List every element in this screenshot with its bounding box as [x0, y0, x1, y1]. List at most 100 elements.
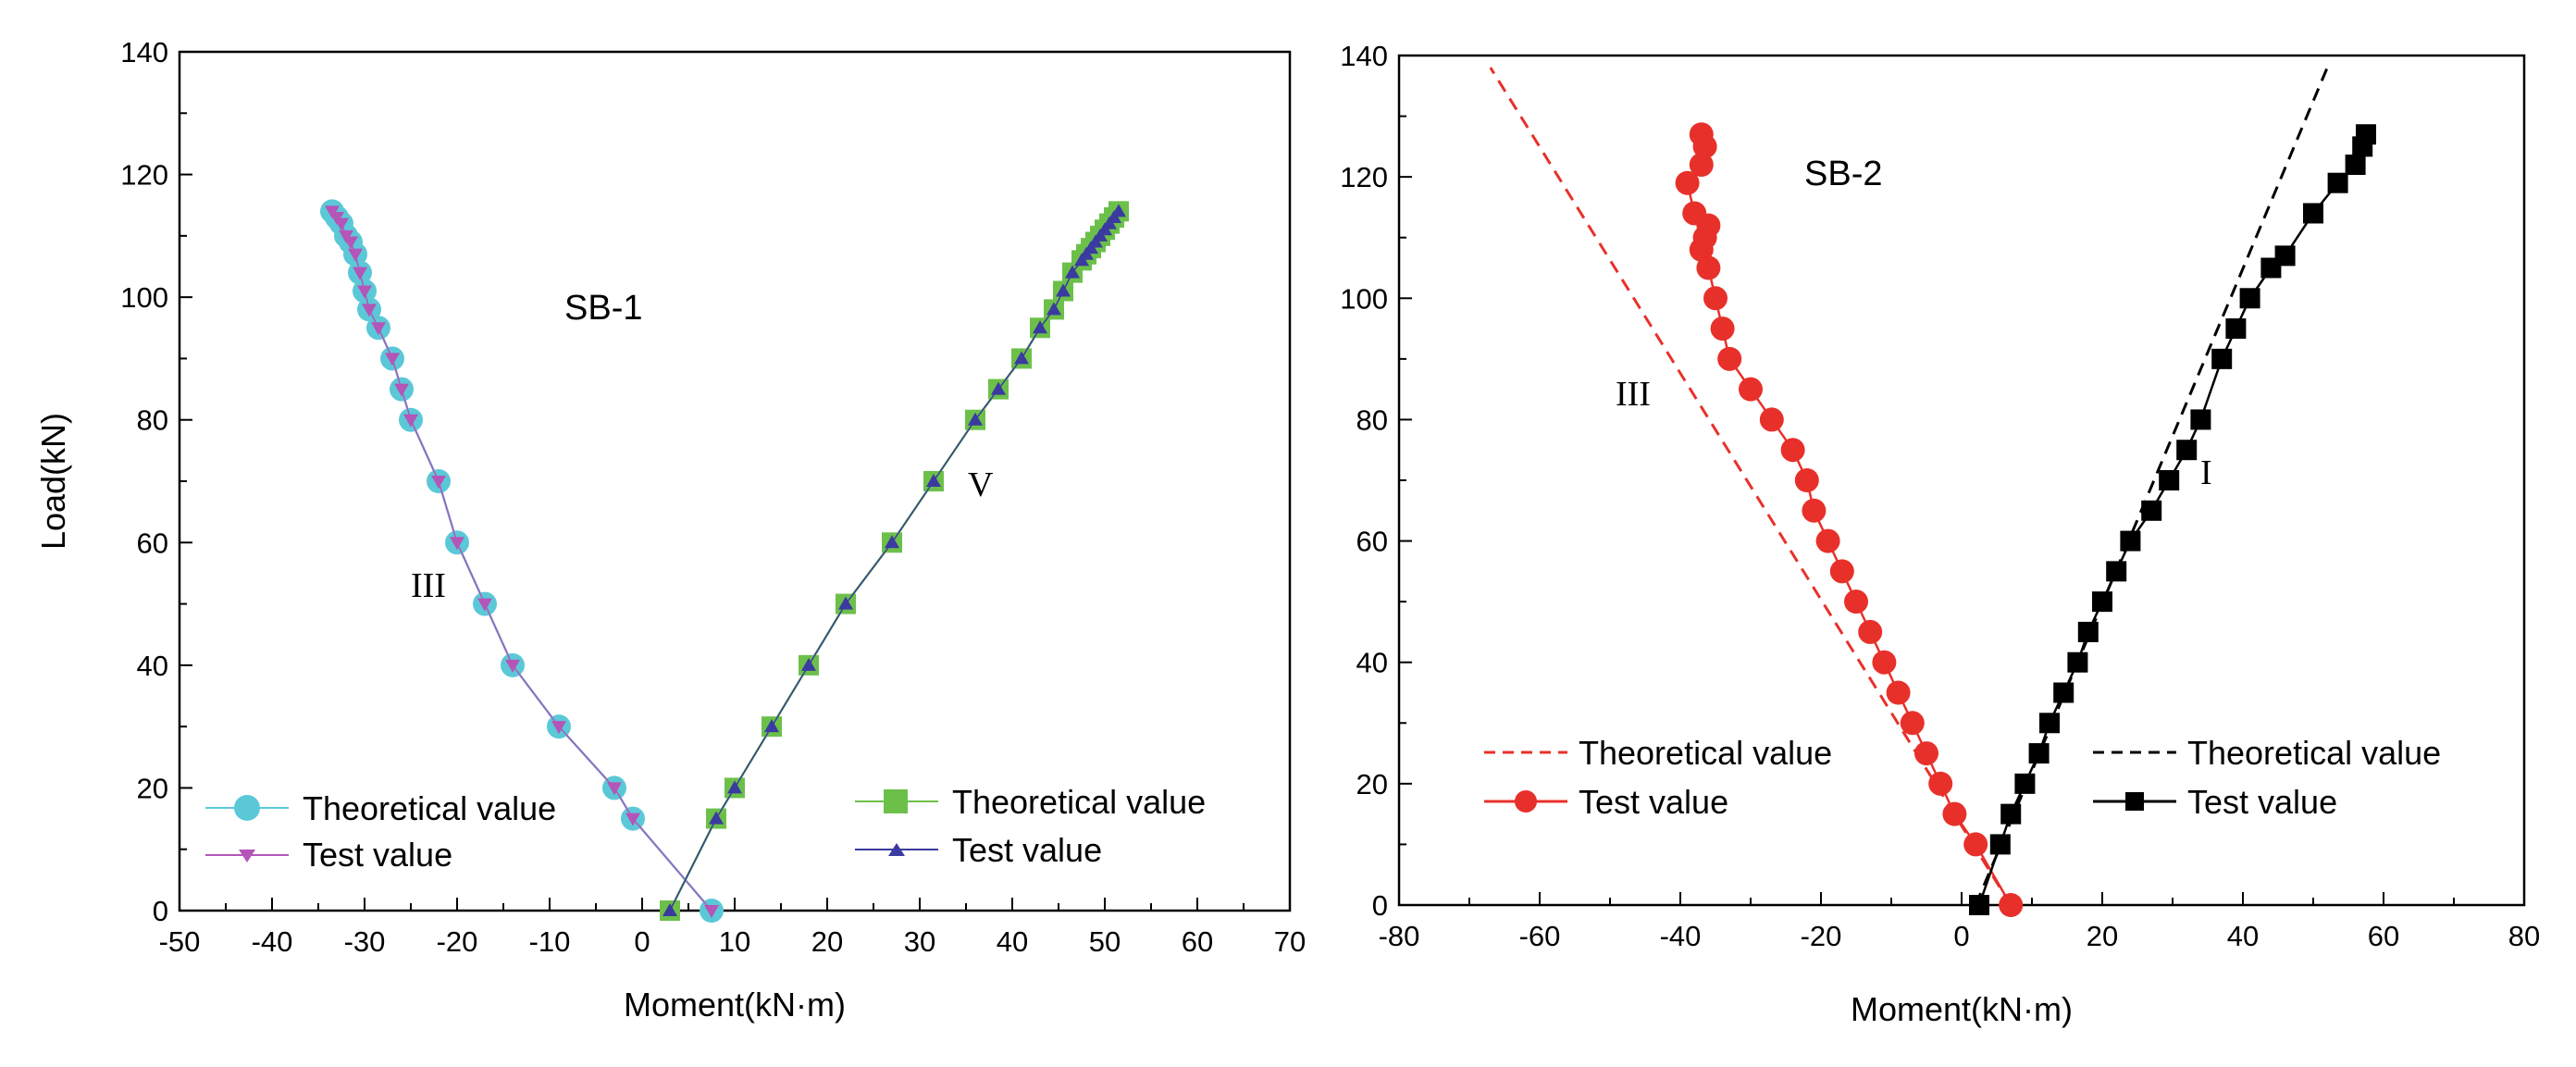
- y-tick-label: 20: [1356, 768, 1388, 800]
- chart-panel-sb1: SB-1 Moment(kN·m) Load(kN) -50 -40 -30 -20 -…: [34, 36, 1306, 1024]
- y-tick-label: 60: [137, 527, 168, 559]
- data-point: [348, 248, 363, 262]
- data-point: [2345, 155, 2366, 176]
- data-point: [704, 905, 719, 918]
- data-point: [1928, 771, 1953, 796]
- legend-label: Test value: [303, 836, 452, 874]
- data-point: [1886, 680, 1911, 705]
- series-III-test-value: [325, 205, 719, 918]
- x-tick-label: 60: [2368, 920, 2399, 952]
- data-point: [2141, 500, 2162, 521]
- data-point: [2067, 651, 2088, 673]
- x-tick-label: -20: [1801, 920, 1842, 952]
- legend-item: Theoretical value: [2093, 734, 2441, 772]
- series-line: [1489, 67, 2012, 906]
- data-point: [362, 304, 377, 317]
- series-III-theoretical-value: [1489, 67, 2012, 906]
- data-point: [2239, 288, 2260, 309]
- legend-item: Theoretical value: [855, 783, 1206, 821]
- x-tick-label: -10: [529, 925, 571, 958]
- data-point: [2159, 470, 2180, 490]
- data-point: [1900, 711, 1925, 736]
- data-point: [371, 322, 386, 336]
- data-point: [2106, 561, 2127, 582]
- data-point: [2303, 203, 2323, 224]
- data-point: [2000, 803, 2022, 825]
- data-point: [1942, 801, 1967, 826]
- legend-marker: [234, 795, 260, 821]
- x-tick-label: 20: [811, 925, 843, 958]
- data-point: [607, 782, 622, 796]
- data-point: [1759, 407, 1784, 432]
- data-point: [1703, 286, 1728, 311]
- legend-label: Theoretical value: [1579, 734, 1832, 772]
- x-tick-label: 0: [1953, 920, 1969, 952]
- legend-label: Theoretical value: [952, 783, 1206, 821]
- data-point: [394, 383, 409, 397]
- legend-label: Theoretical value: [2187, 734, 2441, 772]
- data-point: [1696, 255, 1721, 280]
- label-i: I: [2200, 453, 2212, 492]
- y-tick-label: 100: [120, 281, 168, 314]
- data-point: [1815, 528, 1840, 553]
- y-tick-label: 120: [120, 159, 168, 192]
- chart-panel-sb2: SB-2 Moment(kN·m) -80 -60 -40 -20 0 20 40 60 80 0…: [1340, 40, 2540, 1028]
- data-point: [1969, 895, 1989, 915]
- legend-label: Test value: [1579, 783, 1728, 821]
- data-point: [551, 721, 566, 735]
- data-point: [991, 381, 1006, 395]
- data-point: [1689, 153, 1714, 178]
- x-tick-label: -40: [252, 925, 293, 958]
- x-tick-label: 10: [719, 925, 750, 958]
- data-point: [353, 267, 367, 280]
- data-point: [1963, 832, 1988, 857]
- x-tick-label: 60: [1182, 925, 1213, 958]
- y-tick-label: 100: [1340, 282, 1388, 315]
- y-tick-label: 40: [1356, 647, 1388, 679]
- series-V-test-value: [663, 204, 1126, 916]
- data-point: [1858, 619, 1883, 644]
- legend-marker: [2125, 792, 2144, 811]
- data-point: [1710, 316, 1735, 341]
- data-point: [403, 414, 418, 428]
- y-tick-label: 140: [120, 36, 168, 68]
- y-tick-label: 60: [1356, 526, 1388, 558]
- y-tick-label: 80: [137, 404, 168, 437]
- x-axis-title: Moment(kN·m): [1851, 990, 2073, 1028]
- plot-frame: [1397, 54, 2526, 907]
- legend-item: Test value: [855, 831, 1102, 869]
- legend-item: Theoretical value: [205, 789, 556, 827]
- x-tick-label: 70: [1274, 925, 1306, 958]
- legend-marker: [1515, 790, 1537, 813]
- label-iii: III: [411, 566, 446, 605]
- data-point: [1794, 468, 1819, 492]
- data-point: [1065, 265, 1080, 279]
- data-point: [709, 811, 724, 825]
- label-iii: III: [1616, 375, 1651, 414]
- y-tick-label: 140: [1340, 40, 1388, 72]
- data-point: [968, 412, 983, 426]
- data-point: [885, 535, 899, 549]
- data-point: [1046, 302, 1061, 316]
- data-point: [764, 719, 779, 733]
- x-tick-label: -30: [344, 925, 386, 958]
- label-v: V: [968, 465, 994, 504]
- legend-item: Test value: [1484, 783, 1728, 821]
- data-point: [1844, 589, 1868, 614]
- data-point: [325, 205, 340, 219]
- data-point: [2225, 318, 2247, 340]
- data-point: [1829, 559, 1854, 584]
- data-point: [1033, 320, 1047, 334]
- x-tick-label: 50: [1089, 925, 1121, 958]
- data-point: [450, 537, 464, 551]
- chart-title: SB-2: [1804, 155, 1882, 193]
- legend-marker: [888, 843, 905, 856]
- data-point: [1872, 650, 1897, 675]
- data-point: [2092, 591, 2112, 613]
- legend: Theoretical value Test value Theoretical…: [205, 783, 1206, 874]
- data-point: [2211, 348, 2233, 369]
- x-tick-label: 80: [2508, 920, 2540, 952]
- y-tick-label: 80: [1356, 403, 1388, 436]
- series-line: [1686, 133, 2012, 906]
